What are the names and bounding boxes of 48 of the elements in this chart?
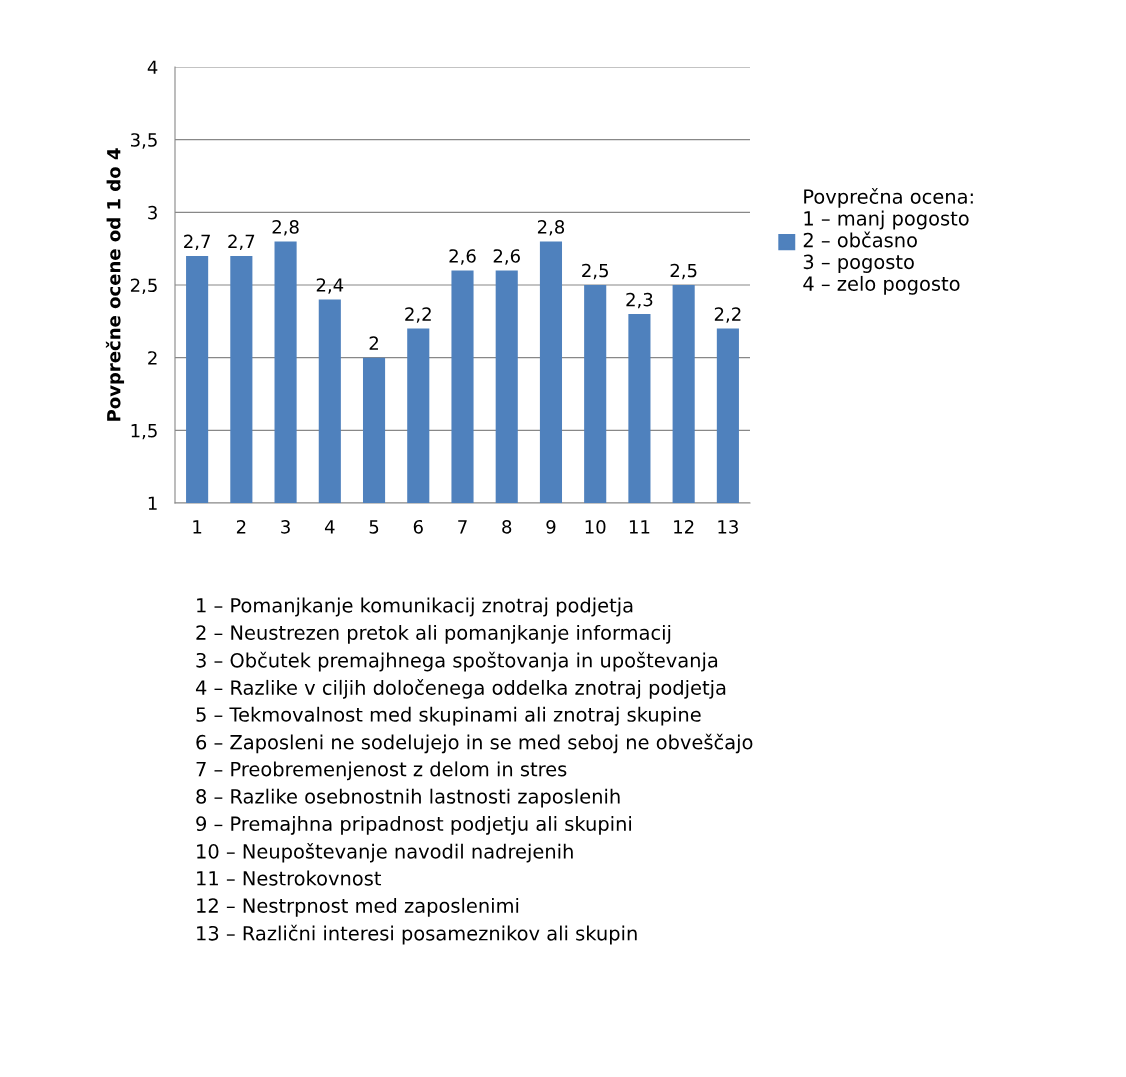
data-label: 2,7 — [184, 234, 210, 251]
text: 8 – Razlike osebnostnih lastnosti zaposlenih — [196, 788, 620, 808]
x-tick-label: 7 — [458, 520, 467, 534]
x-tick-label: 1 — [193, 520, 202, 534]
x-tick-label: 2 — [236, 519, 246, 534]
text: 4 – Razlike v ciljih določenega oddelka znotraj podjetja — [195, 679, 726, 699]
text: 11 – Nestrokovnost — [197, 870, 382, 886]
y-tick-label: 3,5 — [131, 133, 157, 149]
x-tick-label: 13 — [718, 519, 738, 534]
data-label: 2,6 — [449, 249, 476, 265]
x-tick-label: 9 — [546, 519, 556, 534]
text: 3 – Občutek premajhnega spoštovanja in upoštevanja — [196, 651, 718, 672]
text: 6 – Zaposleni ne sodelujejo in se med seboj ne obveščajo — [196, 733, 753, 754]
x-tick-label: 11 — [629, 520, 650, 534]
data-label: 2,5 — [670, 263, 697, 280]
x-tick-label: 3 — [281, 519, 290, 534]
y-tick-label: 4 — [147, 60, 158, 74]
text: 12 – Nestrpnost med zaposlenimi — [197, 897, 519, 917]
data-label: 2,8 — [537, 220, 565, 236]
data-label: 2,2 — [405, 307, 431, 323]
x-tick-label: 6 — [413, 519, 423, 534]
y-tick-label: 3 — [148, 205, 157, 220]
legend-label: Povprečna ocena: 1 – manj pogosto 2 – občasno 3 – pogosto 4 – zelo pogosto — [803, 188, 973, 295]
data-label: 2,4 — [316, 278, 344, 294]
x-tick-label: 8 — [502, 519, 512, 534]
text: 7 – Preobremenjenost z delom in stres — [196, 761, 567, 781]
y-tick-label: 1,5 — [131, 424, 157, 440]
x-tick-label: 5 — [369, 520, 379, 534]
data-label: 2 — [369, 336, 378, 350]
y-axis-title: Povprečne ocene od 1 do 4 — [105, 148, 125, 421]
x-tick-label: 12 — [674, 519, 694, 534]
data-label: 2,8 — [272, 220, 299, 236]
data-label: 2,3 — [626, 292, 653, 309]
text: 2 – Neustrezen pretok ali pomanjkanje informacij — [196, 624, 671, 644]
y-tick-label: 2,5 — [130, 278, 157, 294]
data-label: 2,2 — [714, 307, 741, 323]
text: 10 – Neupoštevanje navodil nadrejenih — [197, 842, 573, 863]
y-tick-label: 1 — [148, 496, 157, 510]
y-tick-label: 2 — [148, 351, 157, 365]
text: 5 – Tekmovalnost med skupinami ali znotraj skupine — [196, 706, 701, 726]
text: 9 – Premajhna pripadnost podjetju ali skupini — [196, 815, 631, 835]
data-label: 2,6 — [493, 249, 520, 265]
x-tick-label: 10 — [585, 519, 606, 534]
data-label: 2,7 — [228, 234, 255, 251]
x-tick-label: 4 — [324, 520, 335, 534]
data-label: 2,5 — [582, 263, 608, 280]
text: 1 – Pomanjkanje komunikacij znotraj podjetja — [197, 597, 633, 617]
text: 13 – Različni interesi posameznikov ali skupin — [197, 924, 637, 945]
